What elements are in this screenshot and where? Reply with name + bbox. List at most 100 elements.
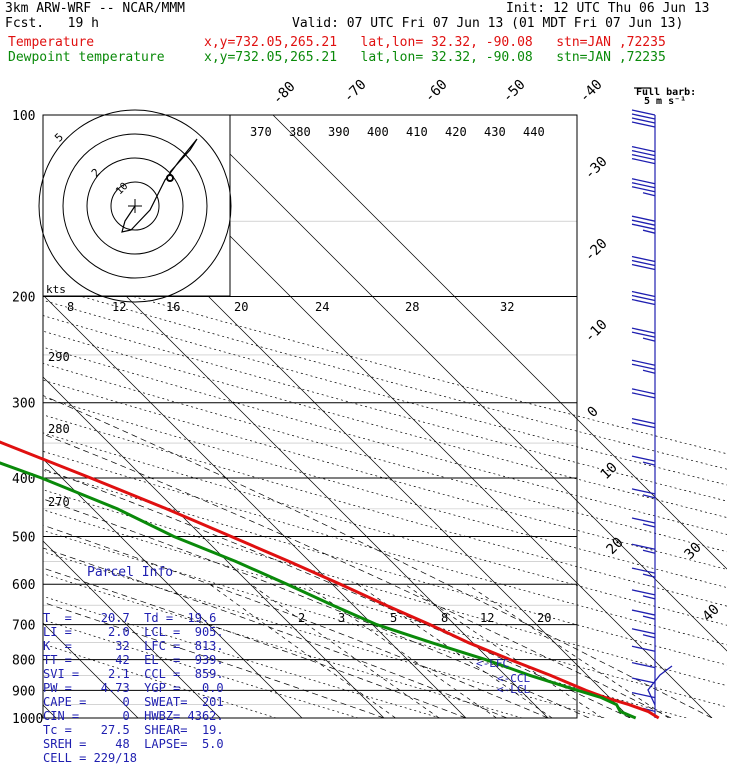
parcel-row: K = 32 LFC = 813. <box>43 639 235 653</box>
wind-barb <box>632 568 655 577</box>
wind-barb <box>632 389 655 398</box>
pressure-tick-label: 900 <box>12 684 35 699</box>
wind-barb <box>632 646 655 651</box>
wind-barb <box>632 544 655 553</box>
pressure-tick-label: 200 <box>12 291 35 306</box>
pressure-tick-label: 600 <box>12 578 35 593</box>
wind-barb <box>632 360 655 373</box>
isotherm-label: -80 <box>270 79 299 108</box>
wind-barb <box>632 292 655 305</box>
theta-label: 440 <box>523 125 545 139</box>
parcel-row: CELL = 229/18 <box>43 751 235 765</box>
wind-barb-flags <box>632 518 655 527</box>
wind-barb-flags <box>632 590 655 599</box>
isotherm-label: -10 <box>582 317 611 346</box>
wind-barb-flags <box>632 419 655 428</box>
wind-barb-flags <box>632 678 655 683</box>
isotherm-label: -20 <box>582 236 611 265</box>
mixing-ratio-label: 5 <box>390 611 397 625</box>
isotherm-label: -50 <box>500 77 529 106</box>
pressure-tick-label: 300 <box>12 397 35 412</box>
wind-barb <box>632 678 655 683</box>
wind-barb-flags <box>632 629 655 638</box>
wind-barb-flags <box>632 179 655 196</box>
mixing-ratio-label: 28 <box>405 300 419 314</box>
wind-barb <box>632 456 655 465</box>
parcel-row: PW = 4.73 YGP = 0.0 <box>43 681 235 695</box>
pressure-tick-label: 700 <box>12 619 35 634</box>
mixing-ratio-label: 32 <box>500 300 514 314</box>
isotherm-label: -60 <box>422 77 451 106</box>
parcel-row: T = 20.7 Td = 19.6 <box>43 611 235 625</box>
wind-barb-flags <box>632 544 655 553</box>
wind-barb-flags <box>632 216 655 233</box>
mixing-ratio-line <box>251 584 439 718</box>
pressure-tick-label: 100 <box>12 109 35 124</box>
wind-barb <box>632 610 655 619</box>
parcel-row: SREH = 48 LAPSE= 5.0 <box>43 737 235 751</box>
wind-barb <box>632 518 655 527</box>
wind-barb-flags <box>632 456 655 465</box>
theta-label: 400 <box>367 125 389 139</box>
wind-barb-flags <box>632 110 655 127</box>
wind-barb <box>632 590 655 599</box>
isotherm-line <box>191 115 740 718</box>
mixing-ratio-line <box>467 584 669 718</box>
wind-barb-flags <box>632 147 655 164</box>
hodograph-unit: kts <box>46 283 66 296</box>
wind-barb <box>632 328 655 341</box>
wind-barb-flags <box>632 663 655 668</box>
mixing-ratio-label: 12 <box>480 611 494 625</box>
wind-barb <box>632 216 655 233</box>
theta-label: 420 <box>445 125 467 139</box>
wind-barb <box>632 110 655 127</box>
wind-barb <box>632 419 655 428</box>
isotherm-label: -30 <box>582 154 611 183</box>
parcel-level-marker: <-LCL <box>497 683 530 696</box>
parcel-info-title: Parcel Info <box>43 566 235 580</box>
theta-label: 410 <box>406 125 428 139</box>
wind-barb-flags <box>632 257 655 270</box>
mixing-ratio-label: 12 <box>112 300 126 314</box>
wind-barb <box>632 629 655 638</box>
parcel-row: Tc = 27.5 SHEAR= 19. <box>43 723 235 737</box>
wind-barb-flags <box>632 389 655 398</box>
low-level-barb-curve <box>648 666 672 705</box>
mixing-ratio-label: 3 <box>338 611 345 625</box>
theta-label: 390 <box>328 125 350 139</box>
wind-barb <box>632 663 655 668</box>
wind-barb-flags <box>632 360 655 373</box>
pressure-tick-label: 500 <box>12 530 35 545</box>
wind-barb-flags <box>632 646 655 651</box>
isotherm-label: 10 <box>598 460 621 483</box>
mixing-ratio-label: 2 <box>298 611 305 625</box>
wind-barb <box>632 257 655 270</box>
mixing-ratio-label: 8 <box>67 300 74 314</box>
mixing-ratio-label: 16 <box>166 300 180 314</box>
wind-barb-flags <box>632 568 655 577</box>
wind-barb-flags <box>632 292 655 305</box>
isotherm-label: -40 <box>577 77 606 106</box>
pressure-tick-label: 800 <box>12 654 35 669</box>
wind-barb <box>632 147 655 164</box>
theta-label: 370 <box>250 125 272 139</box>
wind-barb <box>632 179 655 196</box>
isotherm-label: -70 <box>341 77 370 106</box>
wind-barb-flags <box>632 610 655 619</box>
theta-e-label: 270 <box>48 495 70 509</box>
mixing-ratio-label: 24 <box>315 300 329 314</box>
mixing-ratio-label: 20 <box>234 300 248 314</box>
mixing-ratio-label: 20 <box>537 611 551 625</box>
parcel-level-marker: <-LFC <box>476 657 509 670</box>
barb-key-unit: 5 m s⁻¹ <box>644 96 686 107</box>
parcel-row: CIN = 0 HWBZ= 4362. <box>43 709 235 723</box>
mixing-ratio-line <box>210 584 396 718</box>
isotherm-label: 40 <box>700 602 723 625</box>
parcel-row: TT = 42 EL = 939. <box>43 653 235 667</box>
isotherm-label: 0 <box>585 404 602 421</box>
parcel-row: CAPE = 0 SWEAT= 201 <box>43 695 235 709</box>
pressure-tick-label: 1000 <box>12 712 43 727</box>
theta-e-label: 290 <box>48 350 70 364</box>
parcel-row: SVI = 2.1 CCL = 859. <box>43 667 235 681</box>
